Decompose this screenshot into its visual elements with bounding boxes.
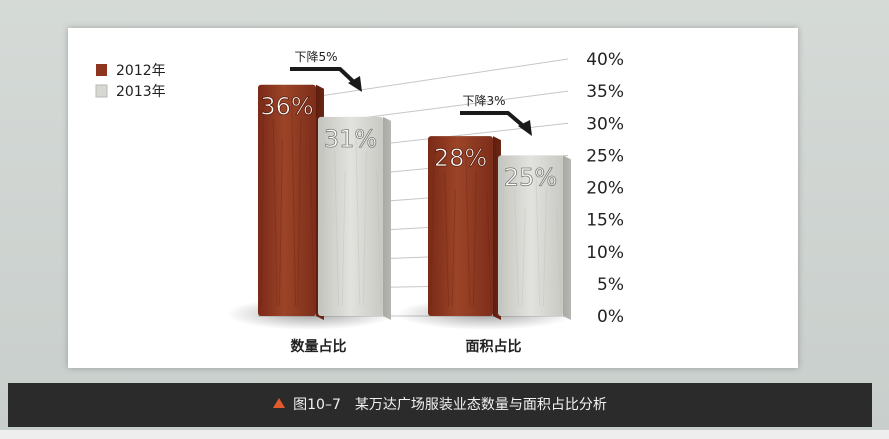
figure-title: 某万达广场服装业态数量与面积占比分析 <box>355 397 607 413</box>
y-tick-label: 20% <box>586 179 624 199</box>
legend-label: 2013年 <box>116 84 166 100</box>
category-label: 数量占比 <box>291 338 347 355</box>
legend-swatch <box>96 85 107 97</box>
data-label: 25% <box>504 163 557 191</box>
y-tick-label: 5% <box>597 275 624 295</box>
y-tick-label: 0% <box>597 307 624 327</box>
category-label: 面积占比 <box>466 338 522 355</box>
annotation-arrow <box>460 113 528 130</box>
bar-chart: 0% 5% 10% 15% 20% 25% 30% 35% 40% 36% 31% 28% 25% 下… <box>68 28 798 368</box>
data-label: 31% <box>324 125 377 153</box>
figure-caption: 图10–7 某万达广场服装业态数量与面积占比分析 <box>8 383 872 427</box>
figure-caption-bar: 图10–7 某万达广场服装业态数量与面积占比分析 <box>8 383 872 427</box>
data-label: 28% <box>434 144 487 172</box>
chart-card: 0% 5% 10% 15% 20% 25% 30% 35% 40% 36% 31% 28% 25% 下… <box>68 28 798 368</box>
legend-swatch <box>96 64 107 76</box>
y-tick-label: 40% <box>586 50 624 70</box>
legend: 2012年 2013年 <box>96 63 166 100</box>
data-label: 36% <box>260 93 313 121</box>
y-tick-label: 25% <box>586 146 624 166</box>
y-tick-label: 35% <box>586 82 624 102</box>
y-axis-ticks: 0% 5% 10% 15% 20% 25% 30% 35% 40% <box>586 50 624 327</box>
annotation-label: 下降3% <box>462 94 505 108</box>
annotation-label: 下降5% <box>294 50 337 64</box>
category-labels: 数量占比 面积占比 <box>291 338 522 355</box>
annotation-arrow <box>290 69 358 86</box>
y-tick-label: 10% <box>586 243 624 263</box>
legend-label: 2012年 <box>116 63 166 79</box>
figure-number: 图10–7 <box>293 397 341 413</box>
bar-side-face <box>563 155 571 320</box>
triangle-icon <box>273 398 285 408</box>
y-tick-label: 15% <box>586 211 624 231</box>
page-bottom-strip <box>0 430 889 439</box>
y-tick-label: 30% <box>586 114 624 134</box>
bar-side-face <box>383 117 391 320</box>
